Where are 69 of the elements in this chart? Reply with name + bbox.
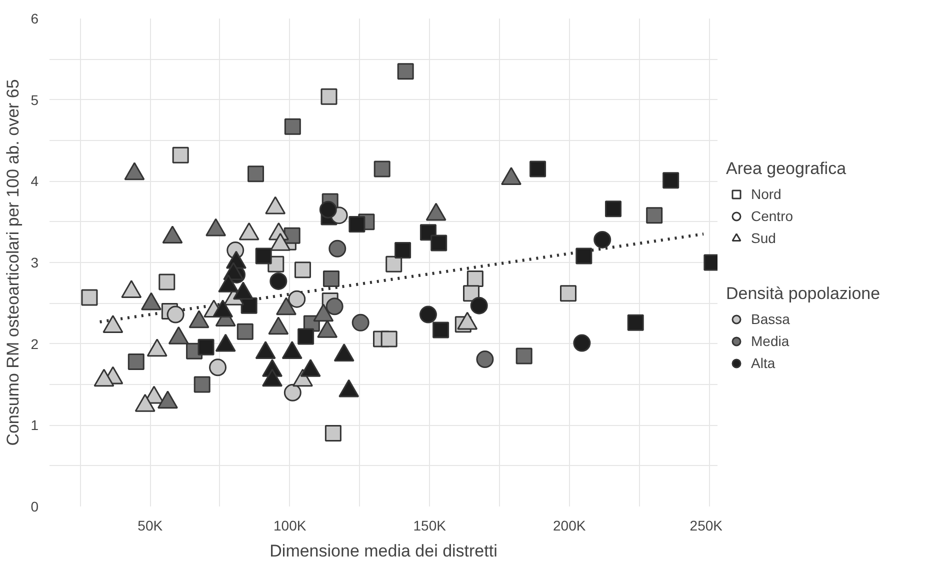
point <box>397 63 414 80</box>
point <box>576 248 592 264</box>
point <box>374 160 390 178</box>
x-tick-label: 100K <box>274 518 307 534</box>
point <box>172 146 189 164</box>
point <box>516 348 532 364</box>
point <box>466 270 484 288</box>
y-tick-label: 6 <box>30 10 39 26</box>
point <box>352 314 370 332</box>
point <box>284 118 301 135</box>
point <box>128 353 144 370</box>
legend-label: Media <box>751 333 790 349</box>
y-tick-label: 3 <box>30 254 39 270</box>
y-tick-label: 1 <box>30 417 39 434</box>
point <box>646 207 663 224</box>
y-tick-label: 4 <box>30 173 39 190</box>
point <box>380 330 398 348</box>
point <box>430 234 448 252</box>
y-tick-label: 5 <box>30 92 39 108</box>
point <box>198 338 214 356</box>
point <box>248 166 264 182</box>
point <box>348 216 366 233</box>
x-tick-label: 150K <box>413 518 447 534</box>
point <box>419 306 437 324</box>
point <box>476 350 494 368</box>
legend-label: Centro <box>751 208 794 224</box>
point <box>324 425 342 442</box>
point <box>594 230 612 248</box>
y-axis-title: Consumo RM osteoarticolari per 100 ab. over 65 <box>4 79 23 446</box>
point <box>604 200 622 218</box>
legend-label: Bassa <box>751 311 790 327</box>
point <box>326 298 344 316</box>
x-tick-label: 200K <box>553 518 586 534</box>
x-tick-label: 250K <box>690 518 724 534</box>
x-axis-title: Dimensione media dei distretti <box>270 542 498 560</box>
text: Densità popolazione <box>726 284 880 303</box>
point <box>386 256 402 272</box>
point <box>530 160 546 178</box>
point <box>432 322 450 338</box>
point <box>209 358 227 376</box>
point <box>255 248 272 264</box>
point <box>470 296 488 314</box>
point <box>394 242 412 259</box>
point <box>560 285 576 302</box>
x-tick-label: 50K <box>138 518 164 534</box>
point <box>284 384 302 402</box>
point <box>322 270 340 288</box>
legend-label: Sud <box>751 230 776 246</box>
point <box>662 172 680 189</box>
y-tick-label: 2 <box>30 336 39 352</box>
y-tick-label: 0 <box>30 498 39 514</box>
point <box>298 328 314 345</box>
point <box>328 240 346 258</box>
point <box>236 323 254 340</box>
point <box>627 314 644 331</box>
point <box>573 334 591 352</box>
legend-label: Alta <box>751 355 776 371</box>
point <box>194 376 210 393</box>
point <box>294 262 311 278</box>
point <box>463 285 480 302</box>
point <box>288 290 306 308</box>
point <box>81 289 98 306</box>
point <box>270 272 288 290</box>
point <box>158 274 176 290</box>
legend-label: Nord <box>751 186 782 202</box>
point <box>320 88 338 105</box>
point <box>319 200 337 218</box>
text: Area geografica <box>726 159 846 178</box>
point <box>166 306 184 324</box>
